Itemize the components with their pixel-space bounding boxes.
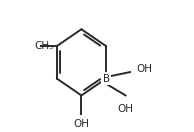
- Text: CH₃: CH₃: [35, 41, 54, 51]
- Text: B: B: [102, 74, 110, 84]
- Text: OH: OH: [137, 64, 152, 74]
- Text: OH: OH: [118, 104, 133, 114]
- Text: OH: OH: [73, 119, 89, 129]
